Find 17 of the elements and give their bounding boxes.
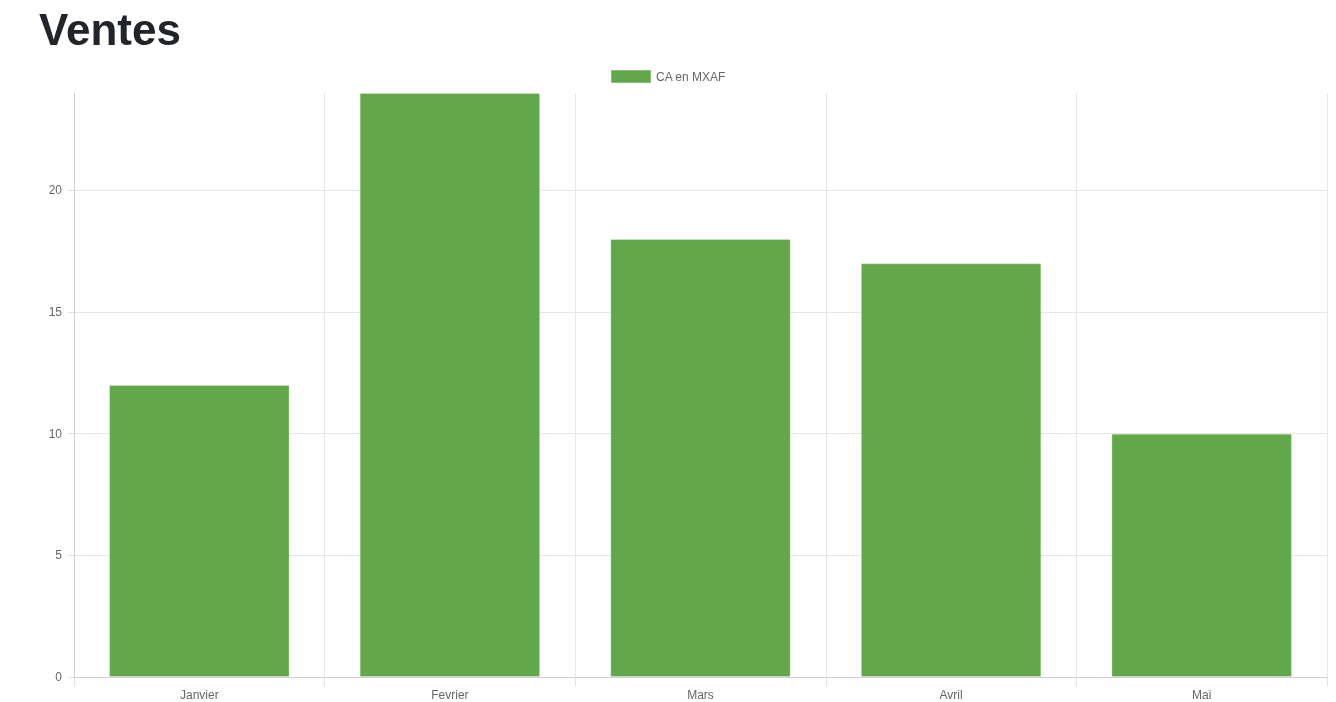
y-tick-label: 15 [48, 305, 63, 319]
bar [359, 93, 541, 677]
x-tick-label: Fevrier [431, 688, 469, 702]
bar [860, 263, 1042, 677]
legend-label: CA en MXAF [655, 69, 726, 84]
y-tick-label: 5 [55, 548, 63, 563]
x-tick-label: Mai [1192, 688, 1212, 702]
y-tick-label: 10 [48, 426, 63, 441]
chart-title: Ventes [39, 4, 181, 54]
x-tick-label: Mars [687, 688, 714, 702]
y-tick-label: 20 [48, 183, 63, 198]
x-tick-label: Avril [939, 688, 963, 702]
bar [109, 385, 290, 677]
x-tick-label: Janvier [179, 688, 219, 702]
bar [610, 239, 791, 677]
bar [1111, 433, 1292, 677]
y-tick-label: 0 [55, 670, 63, 684]
